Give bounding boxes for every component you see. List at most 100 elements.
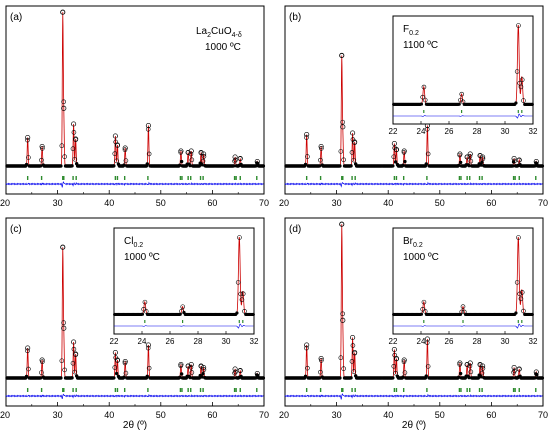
observed-peak-point bbox=[477, 152, 483, 159]
observed-point bbox=[338, 355, 344, 360]
observed-peak-point bbox=[339, 52, 345, 59]
inset-observed-point bbox=[422, 97, 428, 103]
x-tick-label: 30 bbox=[332, 410, 342, 420]
inset-observed-point bbox=[419, 102, 424, 106]
inset-x-tick-label: 26 bbox=[445, 127, 454, 136]
observed-peak-point bbox=[71, 339, 77, 345]
observed-peak-point bbox=[401, 148, 407, 154]
observed-peak-point bbox=[60, 9, 66, 15]
inset-observed-point bbox=[180, 304, 186, 310]
observed-peak-point bbox=[185, 149, 191, 156]
observed-point bbox=[424, 340, 430, 345]
observed-point bbox=[340, 119, 345, 125]
observed-point bbox=[261, 376, 266, 380]
observed-peak-point bbox=[467, 360, 473, 366]
observed-peak-point bbox=[457, 151, 463, 157]
observed-point bbox=[318, 369, 323, 375]
observed-point bbox=[467, 154, 473, 159]
sample-temperature: 1000 ºC bbox=[205, 42, 241, 53]
observed-peak-point bbox=[201, 151, 207, 157]
inset-observed-point bbox=[140, 312, 145, 316]
inset-observed-point bbox=[457, 102, 461, 106]
observed-peak-point bbox=[477, 361, 483, 368]
observed-point bbox=[231, 376, 236, 380]
observed-peak-point bbox=[188, 361, 194, 368]
inset-frame bbox=[392, 227, 534, 335]
observed-points bbox=[284, 52, 545, 168]
observed-point bbox=[200, 375, 204, 379]
inset-x-tick-label: 28 bbox=[194, 337, 203, 346]
observed-point bbox=[349, 164, 353, 168]
observed-point bbox=[401, 375, 405, 379]
inset-difference-curve bbox=[393, 113, 533, 119]
observed-point bbox=[200, 163, 204, 167]
x-tick-label: 50 bbox=[156, 198, 166, 208]
observed-point bbox=[40, 146, 45, 151]
observed-point bbox=[72, 369, 78, 375]
formula-part-sub1: 2 bbox=[207, 32, 211, 39]
observed-point bbox=[38, 376, 43, 380]
observed-peak-point bbox=[254, 158, 260, 165]
inset-frame bbox=[113, 227, 255, 335]
observed-peak-point bbox=[516, 157, 522, 163]
observed-peak-point bbox=[60, 244, 66, 250]
observed-peak-point bbox=[25, 345, 31, 351]
formula-part-formula: Cl bbox=[124, 236, 133, 247]
inset-observed-point bbox=[460, 304, 466, 309]
observed-point bbox=[146, 151, 152, 157]
formula-part-sub1: 0.2 bbox=[413, 242, 423, 249]
inset-observed-point bbox=[514, 280, 520, 285]
panel-label: (b) bbox=[289, 12, 301, 23]
x-tick-label: 50 bbox=[435, 410, 445, 420]
observed-point bbox=[458, 160, 463, 165]
observed-point bbox=[26, 155, 31, 160]
x-tick-label: 70 bbox=[538, 410, 548, 420]
panel-label: (d) bbox=[289, 224, 301, 235]
formula-part-formula: La bbox=[196, 26, 208, 37]
inset-observed-point bbox=[143, 309, 149, 314]
x-axis: 20 30 40 50 60 70 bbox=[0, 190, 269, 208]
observed-point bbox=[123, 370, 129, 376]
observed-point bbox=[510, 164, 515, 168]
observed-point bbox=[512, 158, 517, 164]
inset-x-tick-label: 28 bbox=[473, 127, 482, 136]
observed-point bbox=[123, 158, 129, 163]
x-axis: 20 30 40 50 60 70 bbox=[279, 402, 548, 420]
x-tick-label: 40 bbox=[383, 198, 393, 208]
observed-point bbox=[391, 363, 397, 369]
observed-point bbox=[351, 369, 357, 374]
inset-observed-point bbox=[459, 309, 465, 315]
inset-observed-point bbox=[235, 280, 241, 285]
panel-b: 20 30 40 50 60 70 (b) 22 24 26 28 30 32 F0.2 1100 ºC bbox=[279, 5, 548, 208]
inset-observed-point bbox=[530, 102, 534, 106]
observed-point bbox=[112, 151, 118, 156]
inset-x-tick-label: 24 bbox=[417, 337, 426, 346]
observed-peak-point bbox=[122, 145, 128, 151]
x-tick-label: 20 bbox=[0, 410, 10, 420]
x-tick-label: 20 bbox=[279, 410, 289, 420]
observed-point bbox=[424, 127, 430, 132]
observed-point bbox=[303, 162, 308, 167]
panel-d: 20 30 40 50 60 70 2θ (º) (d) 22 24 26 28 30 32 Br0.2 10… bbox=[279, 217, 548, 430]
difference-curve bbox=[5, 181, 264, 188]
x-axis: 20 30 40 50 60 70 bbox=[0, 402, 269, 420]
inset-observed-point bbox=[516, 23, 521, 28]
observed-point bbox=[179, 372, 184, 376]
observed-peak-point bbox=[232, 366, 238, 372]
observed-peak-point bbox=[145, 342, 151, 348]
x-tick-label: 30 bbox=[332, 198, 342, 208]
observed-peak-point bbox=[73, 351, 79, 357]
observed-peak-point bbox=[340, 317, 346, 323]
observed-point bbox=[114, 371, 119, 376]
observed-point bbox=[340, 311, 345, 317]
observed-point bbox=[317, 376, 322, 380]
formula-part-formula: Br bbox=[403, 236, 414, 247]
formula-part-sub2: 4-δ bbox=[232, 32, 242, 39]
observed-point bbox=[59, 358, 65, 364]
inset-x-tick-label: 22 bbox=[110, 337, 119, 346]
observed-point bbox=[304, 345, 309, 351]
inset-x-tick-label: 32 bbox=[529, 337, 538, 346]
observed-peak-point bbox=[25, 134, 31, 141]
inset-observed-point bbox=[237, 235, 242, 240]
observed-peak-point bbox=[533, 158, 539, 165]
